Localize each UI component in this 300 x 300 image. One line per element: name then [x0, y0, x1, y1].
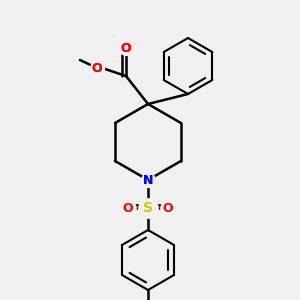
Text: O: O — [92, 61, 102, 74]
Text: O: O — [163, 202, 173, 214]
Text: O: O — [121, 41, 131, 55]
Text: N: N — [143, 173, 153, 187]
Text: O: O — [123, 202, 133, 214]
Text: N: N — [143, 173, 153, 187]
Text: O: O — [121, 41, 131, 55]
Text: O: O — [92, 61, 102, 74]
Text: S: S — [143, 201, 153, 215]
